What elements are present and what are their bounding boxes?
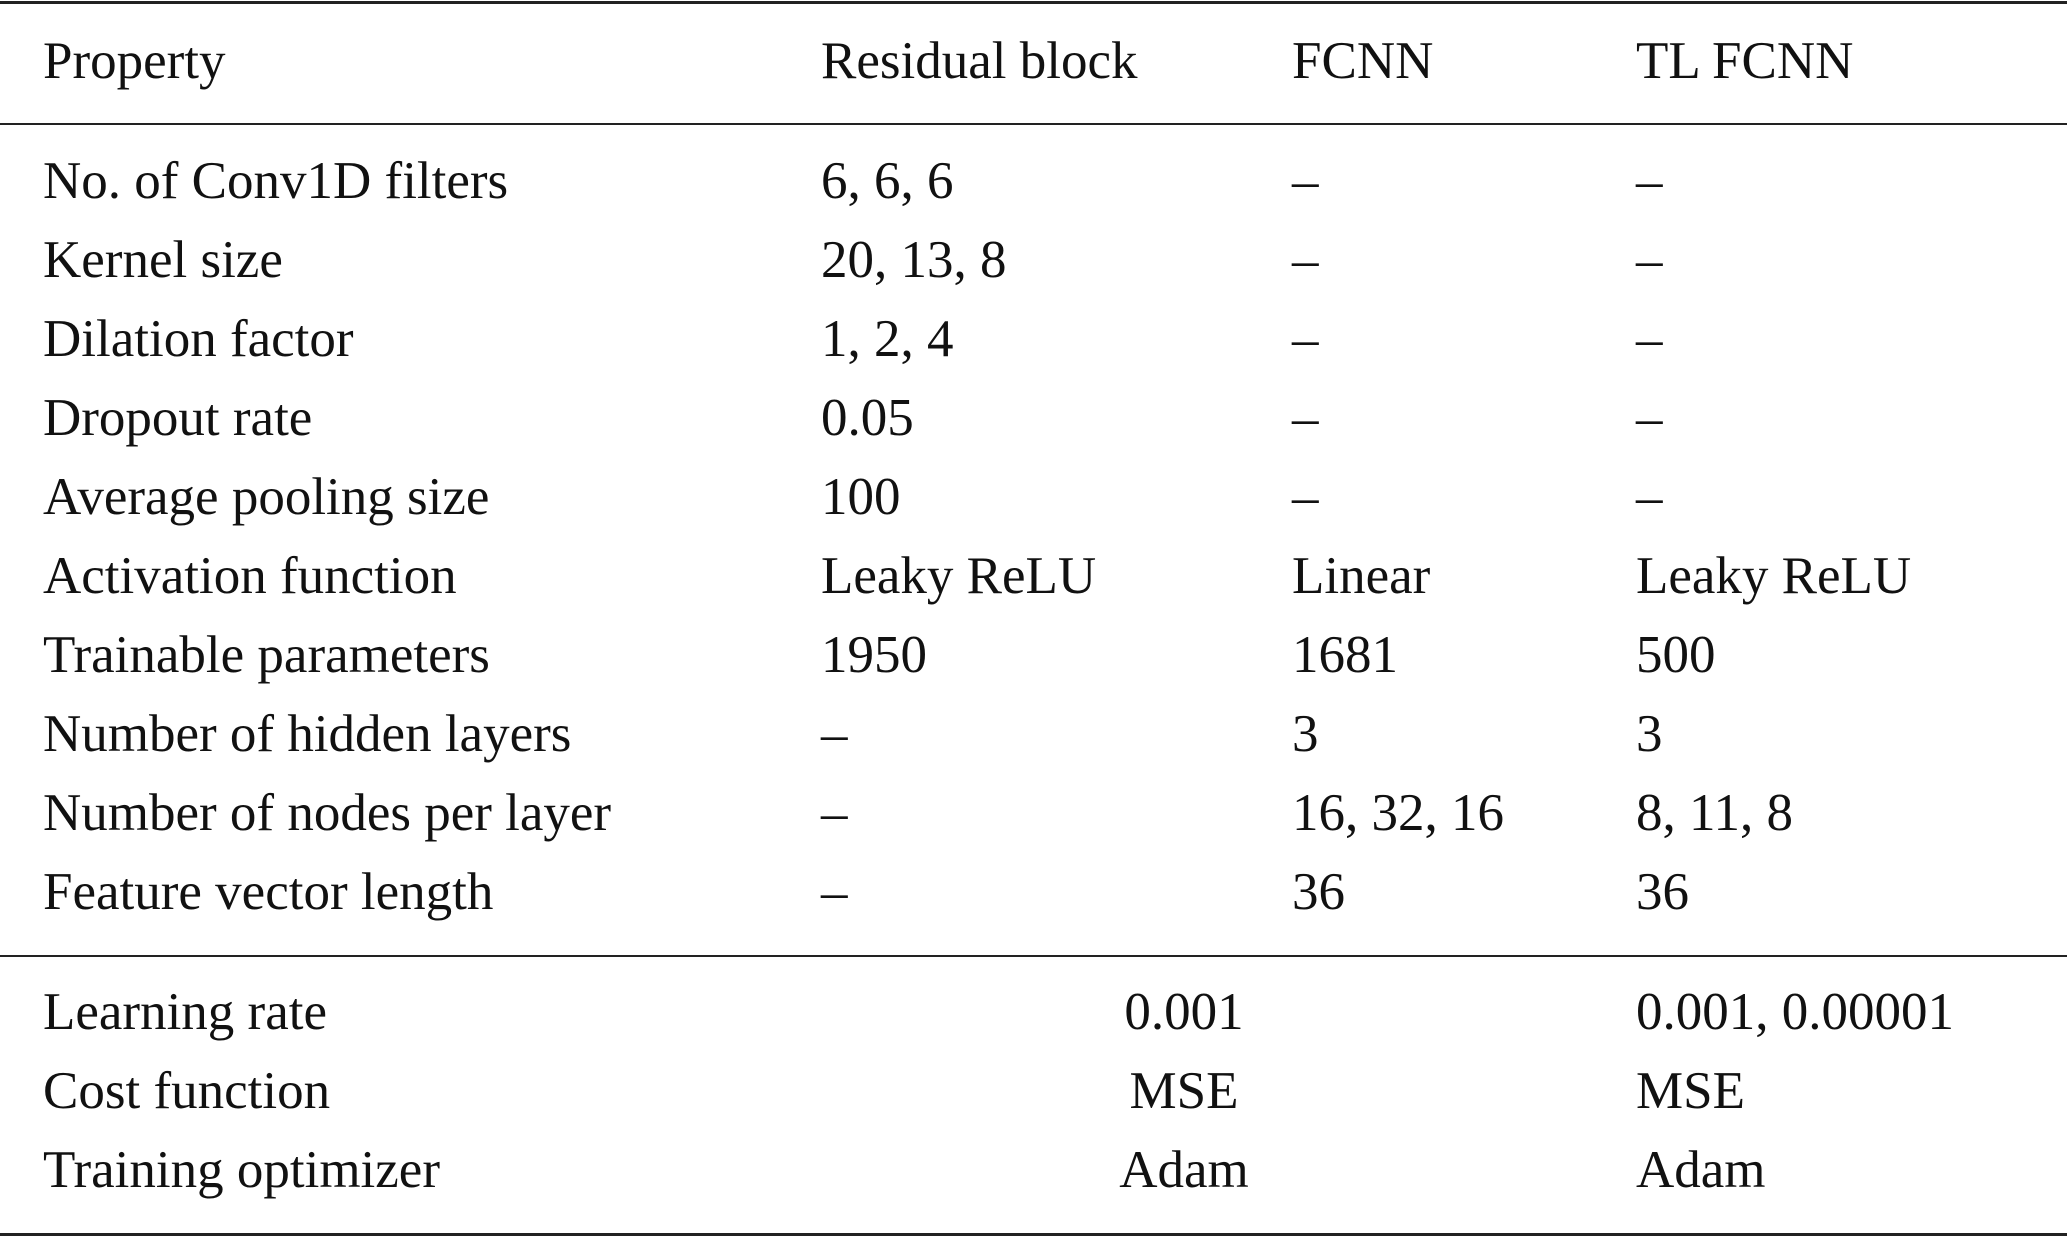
table-cell: 20, 13, 8 — [821, 231, 1007, 289]
table-cell: 100 — [821, 468, 901, 526]
table-cell: – — [1292, 468, 1319, 526]
table-cell-shared: 0.001 — [1124, 983, 1244, 1041]
table-cell: – — [1636, 310, 1663, 368]
table-cell: 36 — [1292, 863, 1345, 921]
row-label: Activation function — [43, 547, 457, 605]
table-cell: Leaky ReLU — [1636, 547, 1912, 605]
top-rule — [0, 1, 2067, 4]
row-label: Trainable parameters — [43, 626, 490, 684]
table-cell: – — [821, 863, 848, 921]
table-cell: 0.05 — [821, 389, 914, 447]
table-cell: Leaky ReLU — [821, 547, 1097, 605]
table-cell: – — [1292, 231, 1319, 289]
bottom-rule — [0, 1233, 2067, 1236]
table-cell: MSE — [1636, 1062, 1745, 1120]
table-cell: 16, 32, 16 — [1292, 784, 1504, 842]
table-cell: 3 — [1636, 705, 1663, 763]
mid-rule — [0, 955, 2067, 957]
row-label: Dilation factor — [43, 310, 354, 368]
row-label: Learning rate — [43, 983, 327, 1041]
table-cell: Linear — [1292, 547, 1431, 605]
table-cell-shared: Adam — [1119, 1141, 1249, 1199]
table-cell: 6, 6, 6 — [821, 152, 954, 210]
table-cell: – — [1292, 389, 1319, 447]
table-cell: – — [1292, 310, 1319, 368]
row-label: No. of Conv1D filters — [43, 152, 509, 210]
table-cell: – — [821, 705, 848, 763]
row-label: Cost function — [43, 1062, 331, 1120]
row-label: Average pooling size — [43, 468, 490, 526]
table-cell: 1681 — [1292, 626, 1398, 684]
table-cell: – — [1636, 389, 1663, 447]
table-cell: – — [1636, 152, 1663, 210]
table-cell: – — [1292, 152, 1319, 210]
table-cell: Adam — [1636, 1141, 1766, 1199]
table-cell: 8, 11, 8 — [1636, 784, 1794, 842]
table-cell: – — [821, 784, 848, 842]
row-label: Dropout rate — [43, 389, 313, 447]
table-cell: 3 — [1292, 705, 1319, 763]
header-rule — [0, 123, 2067, 125]
column-header: Residual block — [821, 32, 1138, 90]
table-cell: 0.001, 0.00001 — [1636, 983, 1954, 1041]
table-cell: 1, 2, 4 — [821, 310, 954, 368]
column-header: Property — [43, 32, 226, 90]
row-label: Kernel size — [43, 231, 283, 289]
table-cell: 36 — [1636, 863, 1689, 921]
table-cell: – — [1636, 231, 1663, 289]
table-cell: 1950 — [821, 626, 927, 684]
table-cell: – — [1636, 468, 1663, 526]
table-cell-shared: MSE — [1129, 1062, 1239, 1120]
table-cell: 500 — [1636, 626, 1716, 684]
column-header: TL FCNN — [1636, 32, 1854, 90]
column-header: FCNN — [1292, 32, 1434, 90]
row-label: Training optimizer — [43, 1141, 440, 1199]
row-label: Number of nodes per layer — [43, 784, 612, 842]
row-label: Feature vector length — [43, 863, 494, 921]
row-label: Number of hidden layers — [43, 705, 572, 763]
